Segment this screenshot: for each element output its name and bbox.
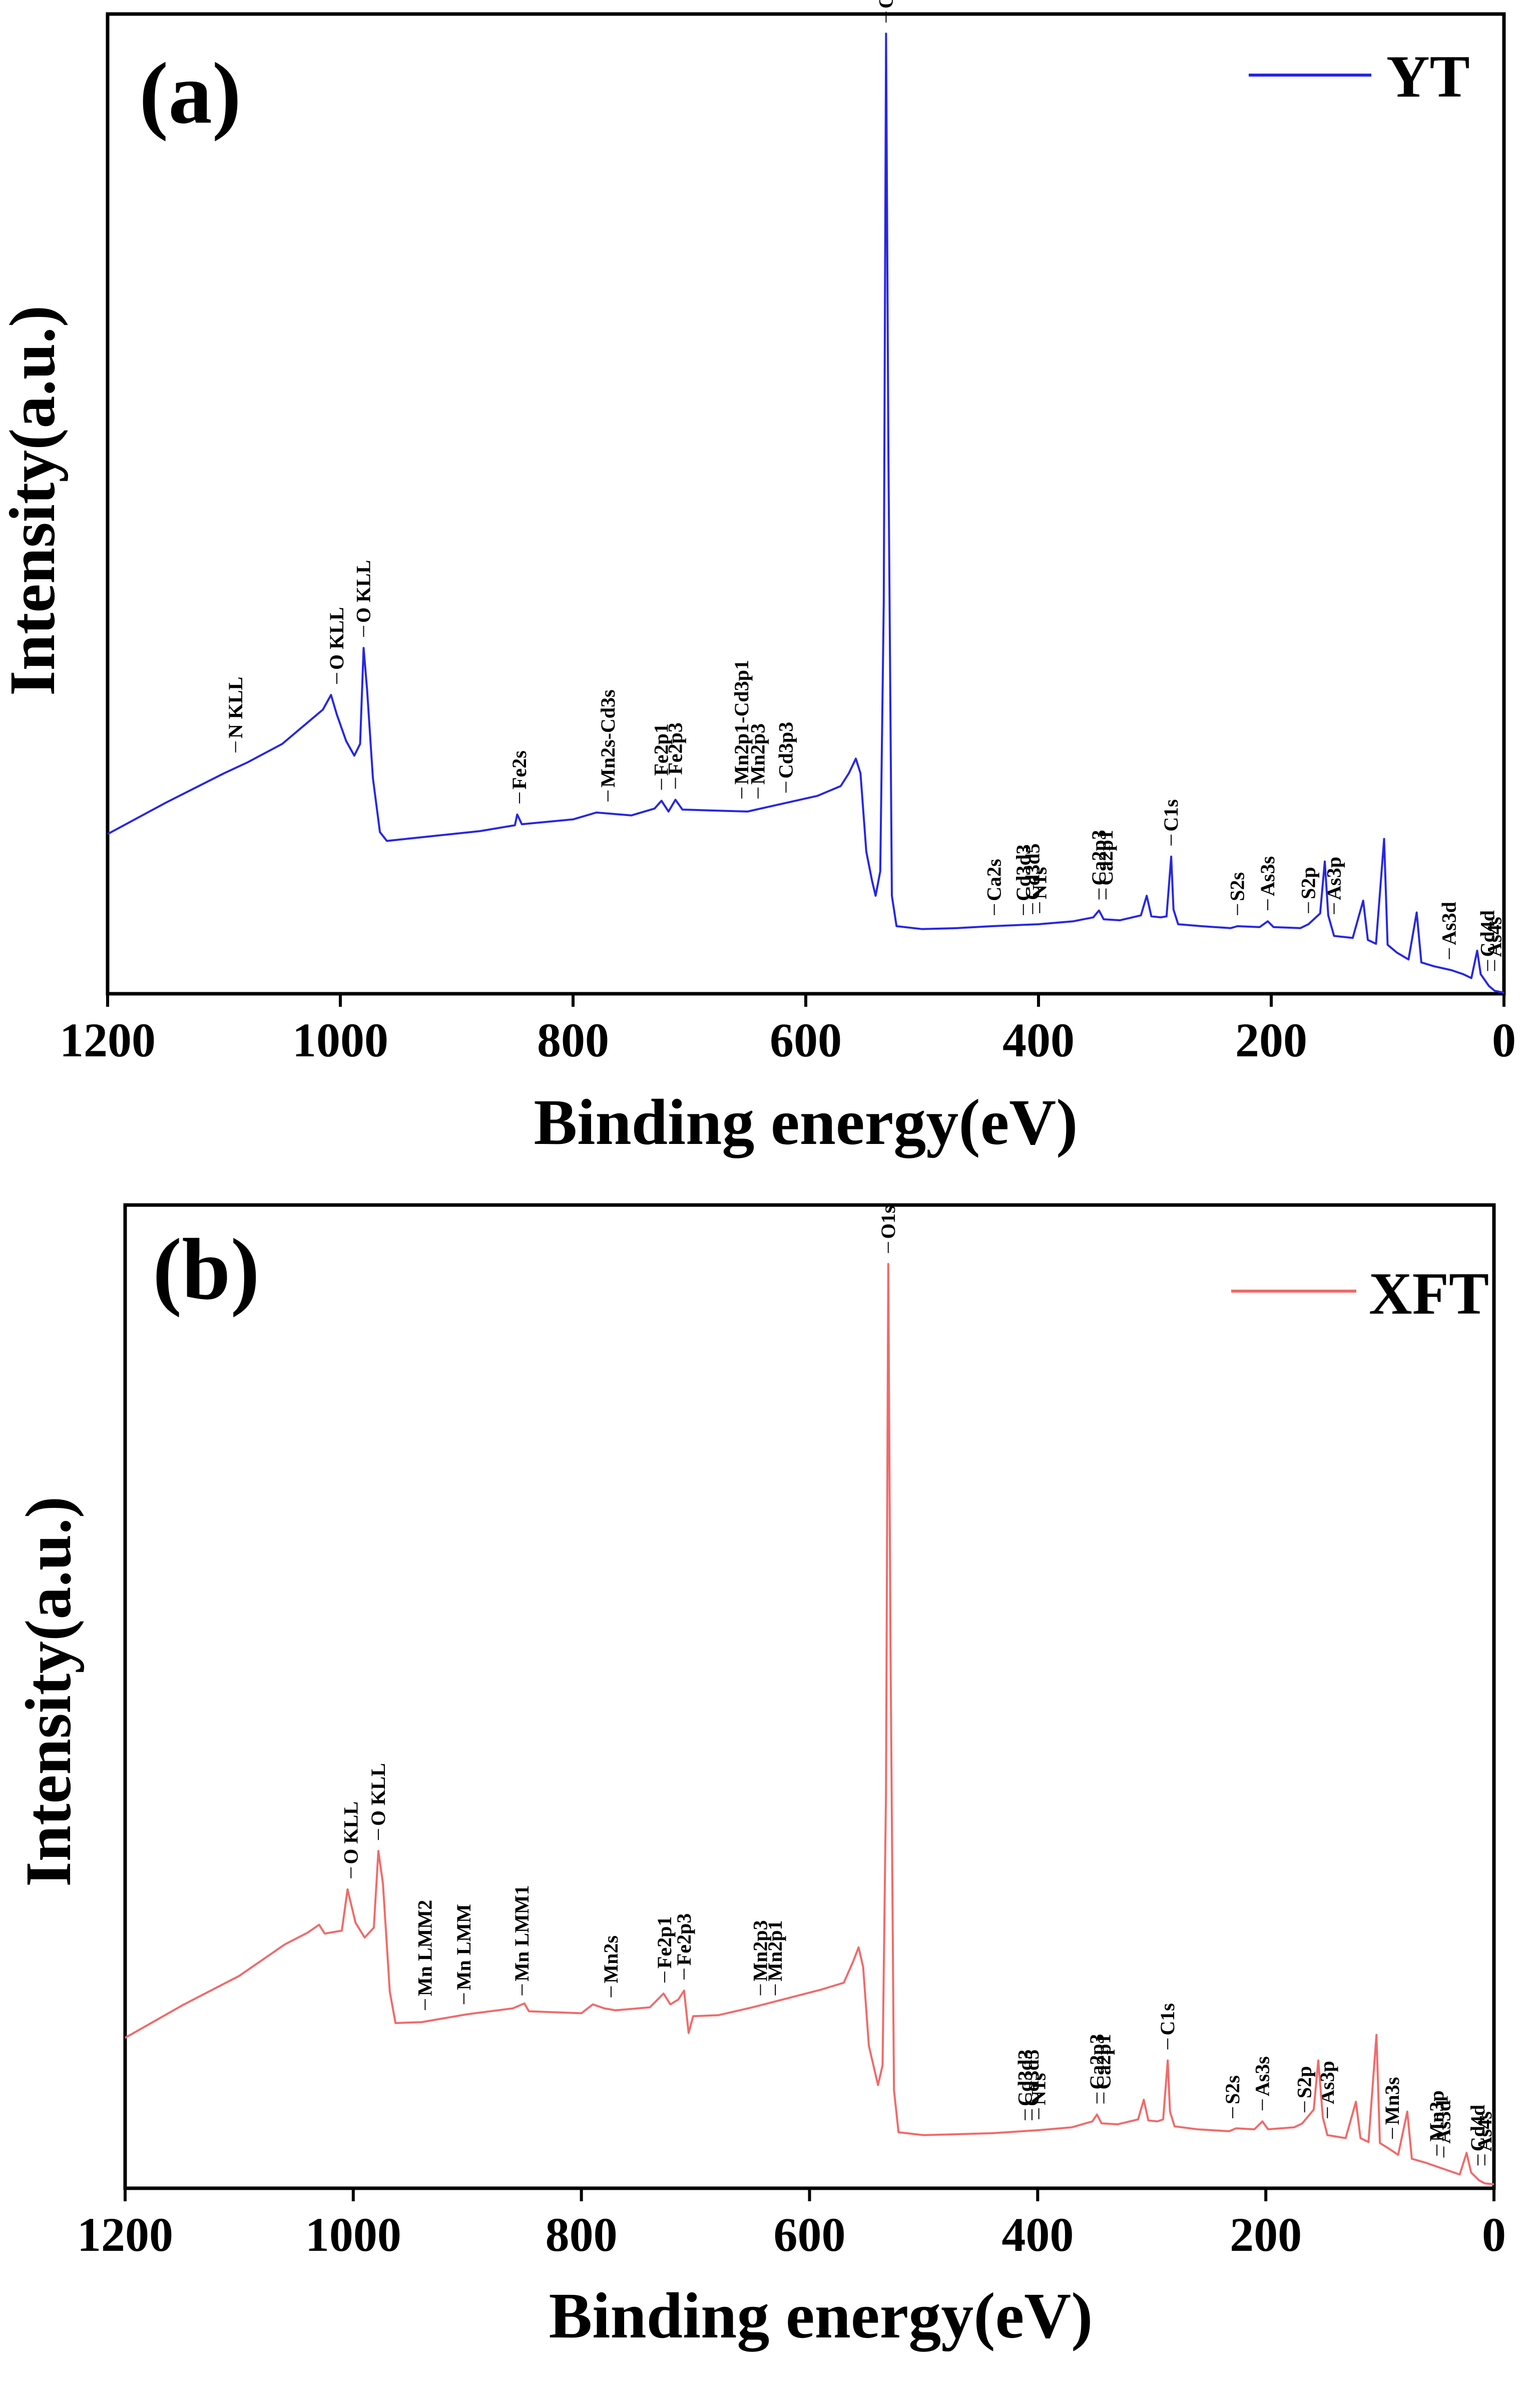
peak-label: Ca2p1	[1093, 2034, 1115, 2090]
panel-label: (a)	[139, 45, 241, 142]
peak-label: As3d	[1432, 2100, 1455, 2144]
legend-label-xft: XFT	[1369, 1260, 1489, 1327]
x-tick-label: 0	[1482, 2208, 1506, 2261]
peak-label: Mn3s	[1381, 2077, 1403, 2125]
x-tick-label: 600	[774, 2208, 846, 2261]
peak-label: O KLL	[339, 1801, 362, 1864]
peak-label: As3s	[1256, 856, 1279, 896]
peak-label: Cd4d	[1466, 2105, 1489, 2151]
panel-b: 1200 1000 800 600 400 200 0 O KLL O KLL Mn LMM2 M…	[0, 1191, 1540, 2382]
x-tick-label: 200	[1230, 2208, 1302, 2261]
x-tick-label: 400	[1002, 1013, 1075, 1067]
peak-label: O KLL	[352, 560, 375, 623]
x-axis-title: Binding energy(eV)	[549, 2280, 1093, 2352]
peak-label: Cd3d3	[1012, 845, 1035, 901]
peak-label: Mn2s-Cd3s	[597, 689, 619, 787]
peak-label: Fe2p1	[653, 1916, 676, 1968]
peak-label: Cd3p3	[775, 722, 797, 778]
peak-label: As4s	[1483, 917, 1505, 957]
peak-label: O KLL	[325, 607, 348, 670]
x-tick-label: 600	[770, 1013, 842, 1067]
y-axis-title: Intensity(a.u.)	[13, 1496, 85, 1887]
x-tick-label: 400	[1001, 2208, 1074, 2261]
peak-label: Mn LMM1	[510, 1885, 533, 1981]
series-line-xft	[125, 1263, 1494, 2186]
peak-label: As3s	[1251, 2056, 1273, 2096]
peak-label: N1s	[1028, 867, 1051, 899]
plot-frame	[123, 1203, 1496, 2190]
peak-label: Mn2p3	[747, 723, 769, 784]
x-tick-label: 1200	[77, 2208, 173, 2261]
x-tick-label: 800	[546, 2208, 618, 2261]
peak-label: Ca2s	[983, 859, 1005, 901]
x-axis-ticks: 1200 1000 800 600 400 200 0	[77, 2188, 1506, 2261]
peak-label: C1s	[1156, 2003, 1179, 2035]
peak-label: Fe2p3	[673, 1913, 695, 1965]
x-axis-title: Binding energy(eV)	[534, 1086, 1078, 1158]
peak-label: As4s	[1473, 2111, 1496, 2151]
peak-label: S2s	[1226, 872, 1249, 901]
peak-label: O1s	[877, 1206, 899, 1239]
peak-label: C1s	[1160, 800, 1182, 832]
peak-label: Cd3d5	[1020, 2050, 1043, 2106]
peak-label: Ca2p3	[1088, 830, 1110, 886]
plot-frame	[106, 12, 1506, 996]
peak-label: Fe2p1	[650, 723, 673, 775]
peak-label: Mn2p3	[749, 1920, 772, 1981]
panel-label: (b)	[153, 1221, 260, 1318]
peak-label: Mn LMM2	[413, 1900, 436, 1996]
peak-label: Ca2p1	[1095, 830, 1117, 886]
x-tick-label: 1200	[60, 1013, 156, 1067]
panel-a: 1200 1000 800 600 400 200 0 N KLL O KLL O KLL Fe2…	[0, 0, 1516, 1158]
peak-label: Mn2s	[600, 1935, 622, 1983]
peak-label: Fe2s	[508, 750, 531, 789]
peak-label: N KLL	[224, 677, 247, 738]
x-tick-label: 1000	[292, 1013, 388, 1067]
peak-label: Cd4d	[1476, 910, 1498, 957]
peak-label: Mn3p	[1425, 2091, 1448, 2142]
peak-label: S2p	[1293, 2066, 1316, 2099]
x-axis-ticks: 1200 1000 800 600 400 200 0	[60, 994, 1516, 1067]
peak-label: Mn LMM	[452, 1904, 475, 1990]
peak-label: Cd3d5	[1021, 844, 1044, 900]
peak-label: Mn2p1-Cd3p1	[730, 660, 753, 784]
peak-label: S2s	[1221, 2075, 1244, 2104]
peak-label: Mn2p1	[764, 1920, 786, 1981]
peak-label: O KLL	[367, 1763, 389, 1826]
peak-label: As3d	[1438, 902, 1460, 945]
y-axis-title: Intensity(a.u.)	[0, 305, 69, 696]
x-tick-label: 1000	[305, 2208, 401, 2261]
x-tick-label: 800	[537, 1013, 609, 1067]
series-line-yt	[107, 33, 1504, 994]
x-tick-label: 200	[1235, 1013, 1307, 1067]
x-tick-label: 0	[1492, 1013, 1516, 1067]
peak-label: N1s	[1028, 2073, 1050, 2105]
legend-label-yt: YT	[1386, 43, 1470, 110]
peak-label: Cd3d3	[1013, 2050, 1036, 2106]
peak-label: Ca2p3	[1086, 2034, 1108, 2090]
peak-label: O1s	[874, 0, 897, 9]
peak-label: S2p	[1297, 867, 1319, 900]
peak-label: Fe2p3	[664, 722, 687, 774]
